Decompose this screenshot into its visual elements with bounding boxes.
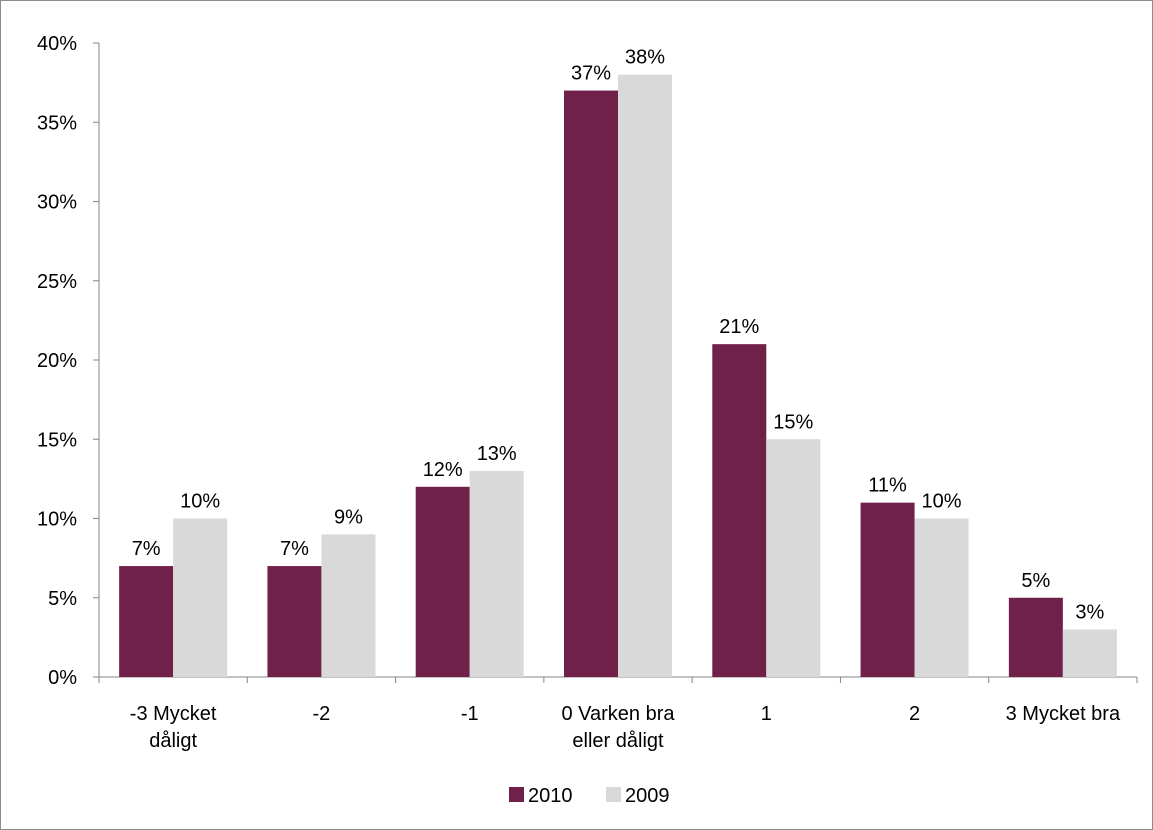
data-label-2010: 7% [132,538,161,560]
legend: 2010 2009 [509,785,670,807]
y-tick-label: 30% [37,192,77,214]
bar-2009 [1062,629,1117,677]
legend-label-2009: 2009 [625,785,670,807]
x-tick-label: 0 Varken bra eller dåligt [561,703,675,752]
y-tick-label: 0% [48,667,77,689]
data-label-2009: 10% [922,491,962,513]
bars [119,74,1117,678]
bar-2009 [469,470,524,677]
bar-2009 [173,518,228,677]
data-label-2009: 10% [180,491,220,513]
x-tick-label: -3 Mycket dåligt [130,703,217,752]
legend-swatch-2009 [606,787,621,802]
x-axis: -3 Mycket dåligt -2 -1 0 Varken bra eller dål… [98,676,1138,752]
data-label-2010: 7% [280,538,309,560]
y-tick-label: 40% [37,33,77,55]
x-tick-label: -1 [461,703,479,725]
legend-swatch-2010 [509,787,524,802]
bar-2010 [564,90,618,678]
bar-2009 [766,439,821,677]
legend-label-2010: 2010 [528,785,573,807]
bar-2009 [914,518,969,677]
data-label-2009: 15% [773,411,813,433]
y-tick-label: 25% [37,271,77,293]
y-tick-label: 15% [37,429,77,451]
x-tick-label: 2 [909,703,920,725]
y-tick-label: 5% [48,588,77,610]
y-tick-label: 35% [37,112,77,134]
y-tick-label: 20% [37,350,77,372]
data-label-2009: 9% [334,506,363,528]
data-label-2009: 13% [477,443,517,465]
data-labels: 7% 7% 12% 37% 21% 11% 5% 10% 9% 13% 38% 15% 10% 3% [132,47,1105,624]
bar-2009 [618,74,672,677]
data-label-2010: 5% [1021,570,1050,592]
y-axis: 0% 5% 10% 15% 20% 25% 30% 35% 40% [37,33,100,689]
bar-2009 [321,534,376,677]
bar-2010 [1008,597,1063,677]
data-label-2009: 38% [625,47,665,69]
bar-2010 [860,502,915,677]
bar-2010 [119,566,174,677]
x-tick-label: 3 Mycket bra [1006,703,1121,725]
data-label-2010: 21% [719,316,759,338]
data-label-2010: 11% [868,475,907,497]
bar-2010 [415,486,470,677]
data-label-2009: 3% [1075,601,1104,623]
x-tick-label: -2 [313,703,331,725]
data-label-2010: 37% [571,63,611,85]
bar-2010 [267,566,322,677]
data-label-2010: 12% [423,459,463,481]
bar-2010 [712,344,767,677]
x-tick-label: 1 [761,703,772,725]
y-tick-label: 10% [37,509,77,531]
